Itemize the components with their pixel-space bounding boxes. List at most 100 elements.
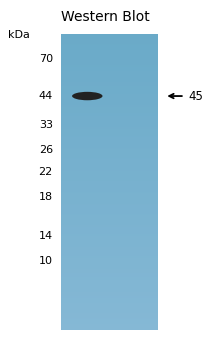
Bar bbox=[61, 158, 158, 159]
Bar bbox=[61, 295, 158, 296]
Bar bbox=[61, 184, 158, 185]
Bar bbox=[61, 153, 158, 154]
Bar bbox=[61, 80, 158, 81]
Bar bbox=[61, 298, 158, 299]
Bar bbox=[61, 38, 158, 39]
Bar bbox=[61, 178, 158, 179]
Bar bbox=[61, 198, 158, 199]
Bar bbox=[61, 48, 158, 49]
Bar bbox=[61, 187, 158, 188]
Bar bbox=[61, 51, 158, 52]
Bar bbox=[61, 88, 158, 89]
Bar bbox=[61, 285, 158, 286]
Bar bbox=[61, 283, 158, 284]
Bar bbox=[61, 47, 158, 48]
Bar bbox=[61, 112, 158, 113]
Bar bbox=[61, 86, 158, 87]
Bar bbox=[61, 272, 158, 273]
Bar bbox=[61, 226, 158, 227]
Bar bbox=[61, 145, 158, 146]
Bar bbox=[61, 129, 158, 130]
Bar bbox=[61, 180, 158, 181]
Bar bbox=[61, 279, 158, 280]
Bar bbox=[61, 312, 158, 313]
Bar bbox=[61, 113, 158, 114]
Bar bbox=[61, 151, 158, 152]
Bar bbox=[61, 132, 158, 133]
Bar bbox=[61, 196, 158, 197]
Bar bbox=[61, 115, 158, 116]
Bar bbox=[61, 260, 158, 261]
Bar bbox=[61, 264, 158, 265]
Bar bbox=[61, 167, 158, 168]
Bar bbox=[61, 241, 158, 242]
Bar bbox=[61, 109, 158, 110]
Bar bbox=[61, 174, 158, 175]
Bar bbox=[61, 284, 158, 285]
Bar bbox=[61, 121, 158, 122]
Text: kDa: kDa bbox=[8, 30, 30, 40]
Bar bbox=[61, 70, 158, 71]
Bar bbox=[61, 211, 158, 212]
Bar bbox=[61, 262, 158, 263]
Bar bbox=[61, 273, 158, 274]
Bar bbox=[61, 68, 158, 69]
Bar bbox=[61, 250, 158, 251]
Bar bbox=[61, 94, 158, 95]
Bar bbox=[61, 301, 158, 302]
Bar bbox=[61, 78, 158, 79]
Bar bbox=[61, 131, 158, 132]
Bar bbox=[61, 212, 158, 213]
Bar bbox=[61, 156, 158, 157]
Bar bbox=[61, 34, 158, 35]
Bar bbox=[61, 244, 158, 245]
Bar bbox=[61, 128, 158, 129]
Bar bbox=[61, 223, 158, 224]
Bar bbox=[61, 293, 158, 294]
Bar bbox=[61, 57, 158, 58]
Text: 22: 22 bbox=[38, 167, 53, 177]
Bar bbox=[61, 193, 158, 194]
Text: 10: 10 bbox=[39, 256, 53, 266]
Text: Western Blot: Western Blot bbox=[61, 10, 149, 24]
Bar bbox=[61, 287, 158, 288]
Bar bbox=[61, 130, 158, 131]
Bar bbox=[61, 137, 158, 139]
Bar bbox=[61, 42, 158, 43]
Bar bbox=[61, 69, 158, 70]
Bar bbox=[61, 44, 158, 45]
Bar bbox=[61, 269, 158, 270]
Bar bbox=[61, 179, 158, 180]
Bar bbox=[61, 107, 158, 108]
Bar bbox=[61, 117, 158, 118]
Bar bbox=[61, 127, 158, 128]
Bar bbox=[61, 199, 158, 200]
Bar bbox=[61, 54, 158, 55]
Bar bbox=[61, 102, 158, 103]
Ellipse shape bbox=[72, 92, 102, 100]
Bar bbox=[61, 72, 158, 73]
Bar bbox=[61, 313, 158, 314]
Bar bbox=[61, 296, 158, 297]
Bar bbox=[61, 77, 158, 78]
Bar bbox=[61, 252, 158, 253]
Bar bbox=[61, 197, 158, 198]
Bar bbox=[61, 208, 158, 209]
Bar bbox=[61, 202, 158, 203]
Bar bbox=[61, 36, 158, 37]
Bar bbox=[61, 67, 158, 68]
Bar bbox=[61, 43, 158, 44]
Bar bbox=[61, 175, 158, 176]
Bar bbox=[61, 162, 158, 163]
Bar bbox=[61, 143, 158, 144]
Bar bbox=[61, 61, 158, 62]
Bar bbox=[61, 177, 158, 178]
Bar bbox=[61, 92, 158, 93]
Bar bbox=[61, 152, 158, 153]
Bar bbox=[61, 53, 158, 54]
Bar bbox=[61, 237, 158, 238]
Bar bbox=[61, 321, 158, 323]
Text: 26: 26 bbox=[38, 145, 53, 155]
Bar bbox=[61, 194, 158, 195]
Bar bbox=[61, 220, 158, 221]
